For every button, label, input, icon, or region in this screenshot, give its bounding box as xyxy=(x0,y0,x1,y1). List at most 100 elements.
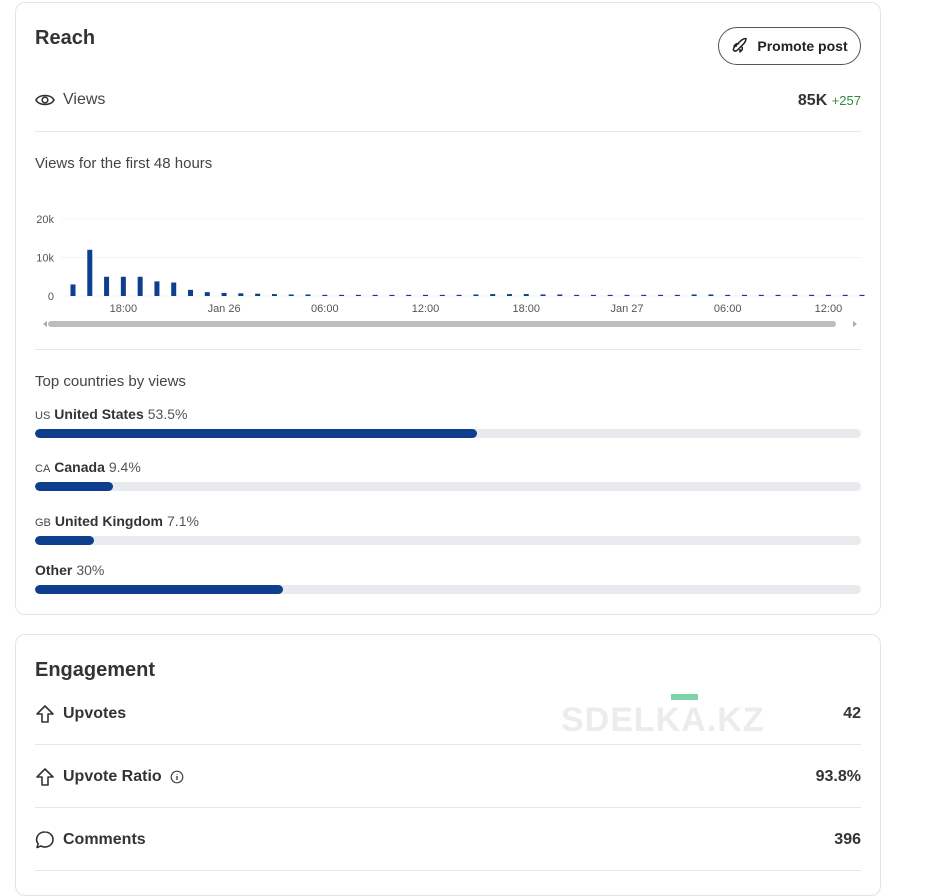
bar xyxy=(741,294,747,296)
bar xyxy=(406,294,412,296)
y-tick-label: 0 xyxy=(48,291,54,303)
views-value: 85K xyxy=(797,92,828,109)
comment-icon xyxy=(35,831,54,849)
country-bar xyxy=(35,585,283,594)
bar xyxy=(238,293,244,296)
bar xyxy=(87,249,93,296)
country-row: CA Canada 9.4% xyxy=(35,459,861,495)
bar xyxy=(624,294,630,296)
bar xyxy=(204,292,210,296)
engagement-label-text: Comments xyxy=(63,831,146,848)
page: Reach Promote post Views 85K +257 Views … xyxy=(15,2,881,896)
bar xyxy=(70,284,76,296)
scroll-left[interactable] xyxy=(43,321,47,327)
reach-card: Reach Promote post Views 85K +257 Views … xyxy=(15,2,881,615)
bar xyxy=(691,294,697,296)
engagement-label: Upvotes xyxy=(35,704,126,724)
bar xyxy=(658,294,664,296)
engagement-value: 93.8% xyxy=(815,768,861,785)
views-chart: 0 10k 20k 18:00 Jan 26 06:00 12:00 18:00 Jan 27 0… xyxy=(36,214,865,327)
bar xyxy=(355,294,361,296)
bar xyxy=(271,294,277,296)
country-code: GB xyxy=(35,517,51,529)
country-label: CA Canada 9.4% xyxy=(35,459,861,475)
bar xyxy=(590,294,596,296)
bar xyxy=(171,282,177,296)
bar xyxy=(439,294,445,296)
y-tick-label: 10k xyxy=(36,253,54,265)
upvote-icon xyxy=(36,705,54,723)
x-tick-label: 06:00 xyxy=(714,303,742,315)
views-label: Views xyxy=(63,91,106,108)
divider xyxy=(35,870,861,871)
bar xyxy=(792,294,798,296)
country-bar xyxy=(35,536,94,545)
bar xyxy=(490,294,496,296)
country-name: United States xyxy=(54,406,144,422)
divider xyxy=(35,744,861,745)
y-tick-label: 20k xyxy=(36,214,54,226)
bar xyxy=(842,294,848,296)
bar xyxy=(809,294,815,296)
bar xyxy=(372,294,378,296)
engagement-row: Upvote Ratio 93.8% xyxy=(35,762,861,792)
bar xyxy=(120,276,126,296)
engagement-label-text: Upvote Ratio xyxy=(63,768,162,785)
bar xyxy=(523,294,529,296)
country-label: GB United Kingdom 7.1% xyxy=(35,513,861,529)
engagement-value: 396 xyxy=(834,831,861,848)
country-name: United Kingdom xyxy=(54,513,164,529)
country-percent: 30% xyxy=(76,562,105,578)
country-bar xyxy=(35,482,113,491)
bar xyxy=(607,294,613,296)
upvote-icon xyxy=(36,768,54,786)
watermark-mark xyxy=(671,694,698,700)
country-label: US United States 53.5% xyxy=(35,406,861,422)
country-name: Canada xyxy=(54,459,105,475)
x-tick-label: 06:00 xyxy=(311,303,339,315)
promote-label: Promote post xyxy=(757,38,848,54)
bar xyxy=(389,294,395,296)
promote-button[interactable]: Promote post xyxy=(718,27,861,65)
bar xyxy=(641,294,647,296)
country-label: Other 30% xyxy=(35,562,861,578)
x-tick-label: 18:00 xyxy=(110,303,138,315)
country-percent: 7.1% xyxy=(167,513,199,529)
bar xyxy=(221,292,227,296)
info-icon[interactable] xyxy=(170,770,184,784)
bar xyxy=(188,289,194,296)
country-name: Other xyxy=(35,562,73,578)
bar xyxy=(104,276,110,296)
reach-title: Reach xyxy=(35,27,96,49)
bar xyxy=(255,293,261,296)
country-percent: 53.5% xyxy=(147,406,188,422)
views-row: Views xyxy=(35,91,105,109)
scroll-right[interactable] xyxy=(853,321,857,327)
bar xyxy=(775,294,781,296)
x-tick-label: 18:00 xyxy=(512,303,540,315)
country-track xyxy=(35,536,861,545)
bar xyxy=(339,294,345,296)
x-tick-label: 12:00 xyxy=(412,303,440,315)
engagement-label: Upvote Ratio xyxy=(35,767,184,787)
country-code: CA xyxy=(35,463,51,475)
country-code: US xyxy=(35,410,51,422)
x-tick-label: Jan 27 xyxy=(610,303,643,315)
views-total: 85K +257 xyxy=(798,92,861,110)
bar xyxy=(708,294,714,296)
bar xyxy=(456,294,462,296)
bar xyxy=(859,294,865,296)
countries-title: Top countries by views xyxy=(35,373,186,390)
bar xyxy=(557,294,563,296)
bar xyxy=(305,294,311,296)
bar xyxy=(288,294,294,296)
bar xyxy=(674,294,680,296)
engagement-row: Upvotes 42 xyxy=(35,699,861,729)
x-tick-label: 12:00 xyxy=(815,303,843,315)
country-track xyxy=(35,429,861,438)
x-tick-label: Jan 26 xyxy=(208,303,241,315)
bar xyxy=(322,294,328,296)
bar xyxy=(574,294,580,296)
divider xyxy=(35,349,861,350)
rocket-icon xyxy=(732,37,748,53)
